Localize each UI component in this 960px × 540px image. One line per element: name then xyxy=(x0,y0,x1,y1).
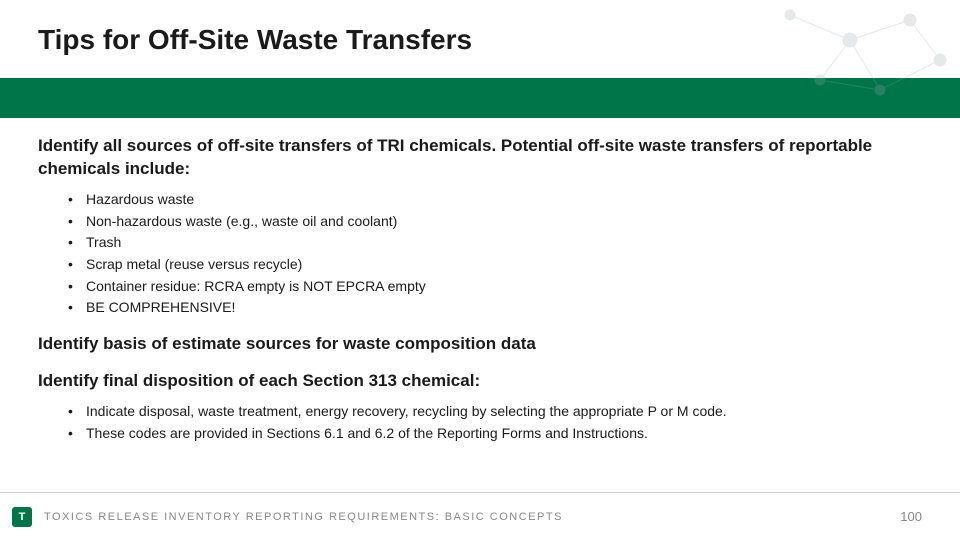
list-item: These codes are provided in Sections 6.1… xyxy=(68,423,922,445)
bullet-list: Indicate disposal, waste treatment, ener… xyxy=(68,401,922,444)
list-item: BE COMPREHENSIVE! xyxy=(68,297,922,319)
network-decoration xyxy=(760,0,960,120)
content-area: Identify all sources of off-site transfe… xyxy=(38,135,922,454)
footer: T TOXICS RELEASE INVENTORY REPORTING REQ… xyxy=(0,492,960,540)
list-item: Indicate disposal, waste treatment, ener… xyxy=(68,401,922,423)
list-item: Scrap metal (reuse versus recycle) xyxy=(68,254,922,276)
section-heading: Identify final disposition of each Secti… xyxy=(38,370,922,393)
list-item: Hazardous waste xyxy=(68,189,922,211)
bullet-list: Hazardous waste Non-hazardous waste (e.g… xyxy=(68,189,922,319)
list-item: Non-hazardous waste (e.g., waste oil and… xyxy=(68,211,922,233)
page-number: 100 xyxy=(900,509,922,524)
section-heading: Identify basis of estimate sources for w… xyxy=(38,333,922,356)
slide-title: Tips for Off-Site Waste Transfers xyxy=(38,24,472,56)
list-item: Trash xyxy=(68,232,922,254)
footer-text: TOXICS RELEASE INVENTORY REPORTING REQUI… xyxy=(44,511,900,523)
section-heading: Identify all sources of off-site transfe… xyxy=(38,135,922,181)
footer-logo-icon: T xyxy=(12,507,32,527)
list-item: Container residue: RCRA empty is NOT EPC… xyxy=(68,276,922,298)
